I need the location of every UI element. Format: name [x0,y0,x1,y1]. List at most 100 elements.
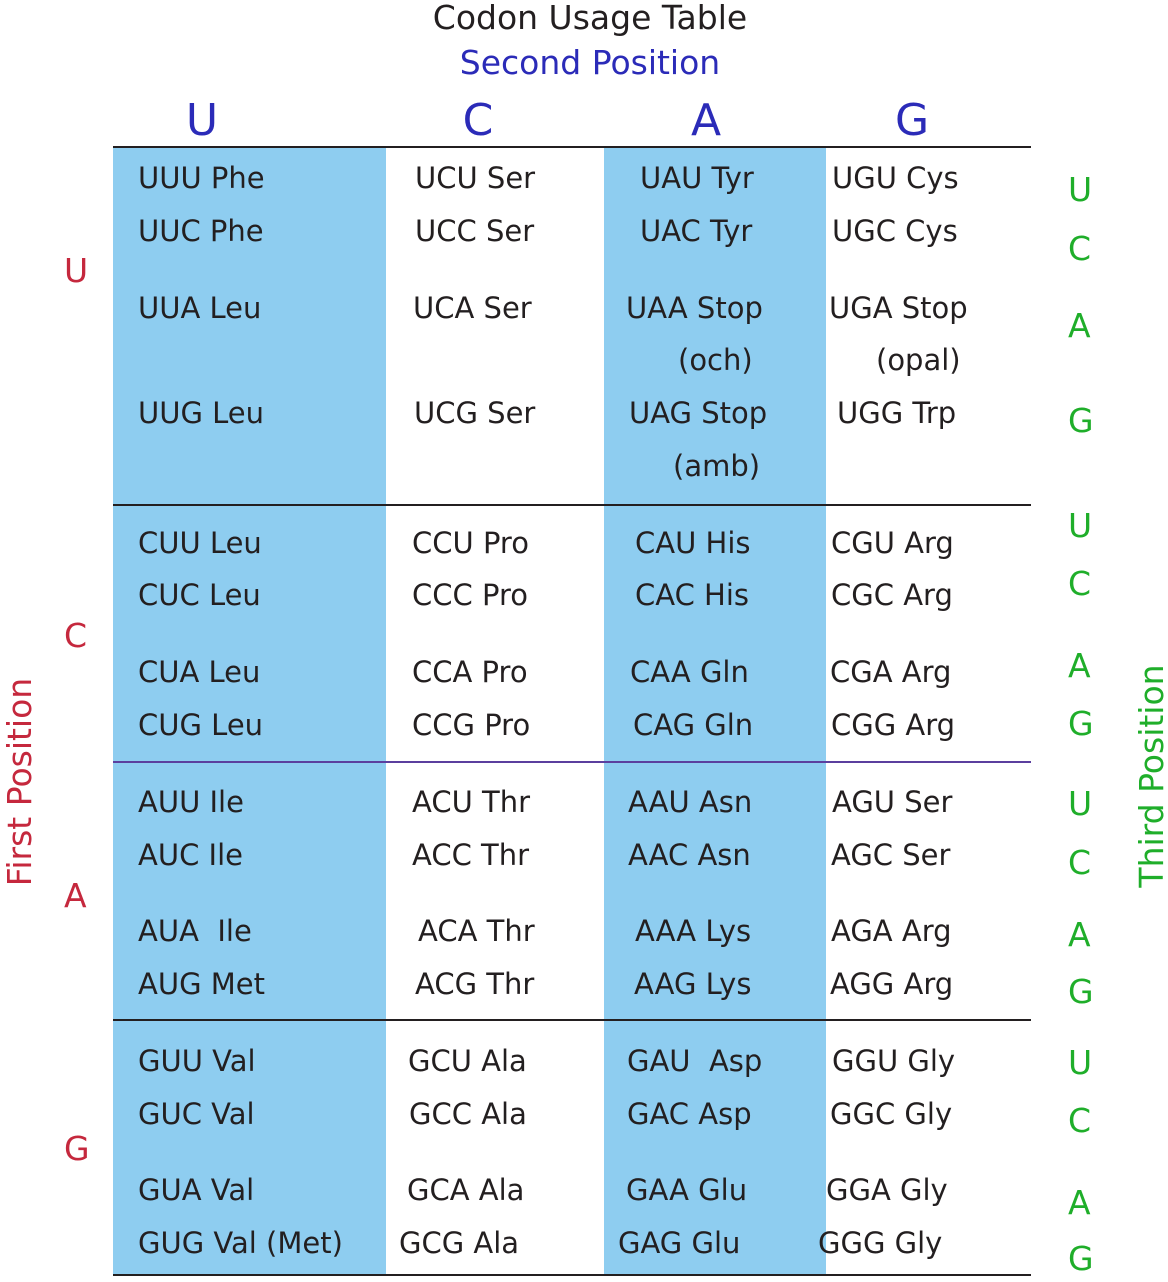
codon-cell: AAC Asn [628,838,751,872]
third-position-letter: G [1068,704,1094,743]
third-position-letter: G [1068,1239,1094,1278]
second-position-letter-g: G [894,95,930,146]
codon-cell: UUG Leu [138,396,265,430]
third-position-letter: C [1068,229,1092,268]
third-position-letter: A [1068,646,1091,685]
third-position-letter: C [1068,843,1092,882]
third-position-letter: C [1068,564,1092,603]
third-position-letter: A [1068,306,1091,345]
codon-cell: CUG Leu [138,708,264,742]
block-divider-a-g [113,1019,1031,1021]
codon-cell: CCU Pro [412,526,529,560]
codon-cell: GGC Gly [830,1097,953,1131]
first-position-letter-a: A [64,876,87,915]
third-position-letter: C [1068,1101,1092,1140]
codon-cell: CCG Pro [412,708,531,742]
codon-cell: AGU Ser [832,785,953,819]
stop-note-och: (och) [678,343,753,377]
block-divider-c-a [113,761,1031,763]
codon-cell: GGG Gly [818,1226,943,1260]
codon-cell: UCC Ser [415,214,535,248]
codon-cell: CAU His [635,526,751,560]
codon-cell: UCU Ser [415,161,536,195]
bottom-rule [113,1274,1031,1276]
codon-cell: GUA Val [138,1173,255,1207]
codon-cell: GUU Val [138,1044,256,1078]
codon-cell: UUC Phe [138,214,264,248]
codon-cell: ACU Thr [412,785,531,819]
codon-cell: UAA Stop [626,291,763,325]
codon-cell: CGU Arg [831,526,954,560]
third-position-letter: A [1068,1183,1091,1222]
codon-cell: AGC Ser [831,838,951,872]
first-position-letter-c: C [64,616,88,655]
second-position-letter-c: C [462,95,494,146]
codon-cell: CGG Arg [831,708,956,742]
header-rule [113,146,1031,148]
stop-note-amb: (amb) [673,449,761,483]
codon-cell: GUG Val (Met) [138,1226,343,1260]
codon-cell: GCC Ala [409,1097,527,1131]
codon-cell: AAU Asn [628,785,753,819]
codon-cell: UAU Tyr [640,161,754,195]
codon-cell: ACG Thr [415,967,535,1001]
third-position-letter: G [1068,972,1094,1011]
second-position-letter-a: A [690,95,722,146]
codon-cell: GCA Ala [407,1173,525,1207]
codon-cell: CGC Arg [831,578,953,612]
codon-cell: CUC Leu [138,578,261,612]
codon-cell: UUU Phe [138,161,265,195]
codon-cell: ACA Thr [418,914,535,948]
codon-cell: AUC Ile [138,838,243,872]
codon-cell: UGU Cys [832,161,959,195]
codon-cell: UAG Stop [629,396,768,430]
codon-cell: AUA Ile [138,914,252,948]
codon-cell: CUA Leu [138,655,261,689]
codon-cell: UGC Cys [832,214,958,248]
codon-cell: CUU Leu [138,526,262,560]
third-position-letter: G [1068,401,1094,440]
third-position-letter: U [1068,506,1093,545]
codon-cell: GAA Glu [626,1173,748,1207]
codon-cell: CAG Gln [633,708,754,742]
block-divider-u-c [113,504,1031,506]
codon-cell: AUU Ile [138,785,244,819]
second-position-letter-u: U [185,95,219,146]
codon-cell: AAA Lys [635,914,752,948]
stop-note-opal: (opal) [876,343,961,377]
codon-cell: GGU Gly [832,1044,956,1078]
codon-cell: GCG Ala [399,1226,520,1260]
codon-cell: CGA Arg [830,655,952,689]
third-position-letter: U [1068,784,1093,823]
first-position-letter-g: G [64,1129,90,1168]
codon-cell: CCC Pro [412,578,528,612]
codon-cell: GAC Asp [627,1097,752,1131]
codon-cell: CAA Gln [630,655,749,689]
third-position-letter: A [1068,915,1091,954]
codon-cell: GCU Ala [408,1044,527,1078]
codon-cell: UAC Tyr [640,214,753,248]
third-position-letter: U [1068,1043,1093,1082]
codon-cell: GAU Asp [627,1044,763,1078]
first-position-axis-label: First Position [0,677,39,887]
codon-cell: UGG Trp [837,396,957,430]
codon-cell: AUG Met [138,967,265,1001]
table-title: Codon Usage Table [432,0,748,37]
codon-cell: CCA Pro [412,655,528,689]
codon-cell: AGG Arg [830,967,954,1001]
codon-cell: UCA Ser [413,291,532,325]
column-band-u [113,147,386,1275]
codon-cell: CAC His [635,578,750,612]
codon-cell: AAG Lys [634,967,752,1001]
codon-cell: GAG Glu [618,1226,741,1260]
codon-cell: UGA Stop [829,291,968,325]
codon-cell: ACC Thr [412,838,530,872]
column-band-a [604,147,826,1275]
codon-cell: UUA Leu [138,291,262,325]
third-position-letter: U [1068,170,1093,209]
codon-cell: AGA Arg [831,914,952,948]
codon-cell: GGA Gly [826,1173,948,1207]
second-position-title: Second Position [459,43,721,82]
codon-cell: UCG Ser [414,396,536,430]
third-position-axis-label: Third Position [1132,664,1168,888]
